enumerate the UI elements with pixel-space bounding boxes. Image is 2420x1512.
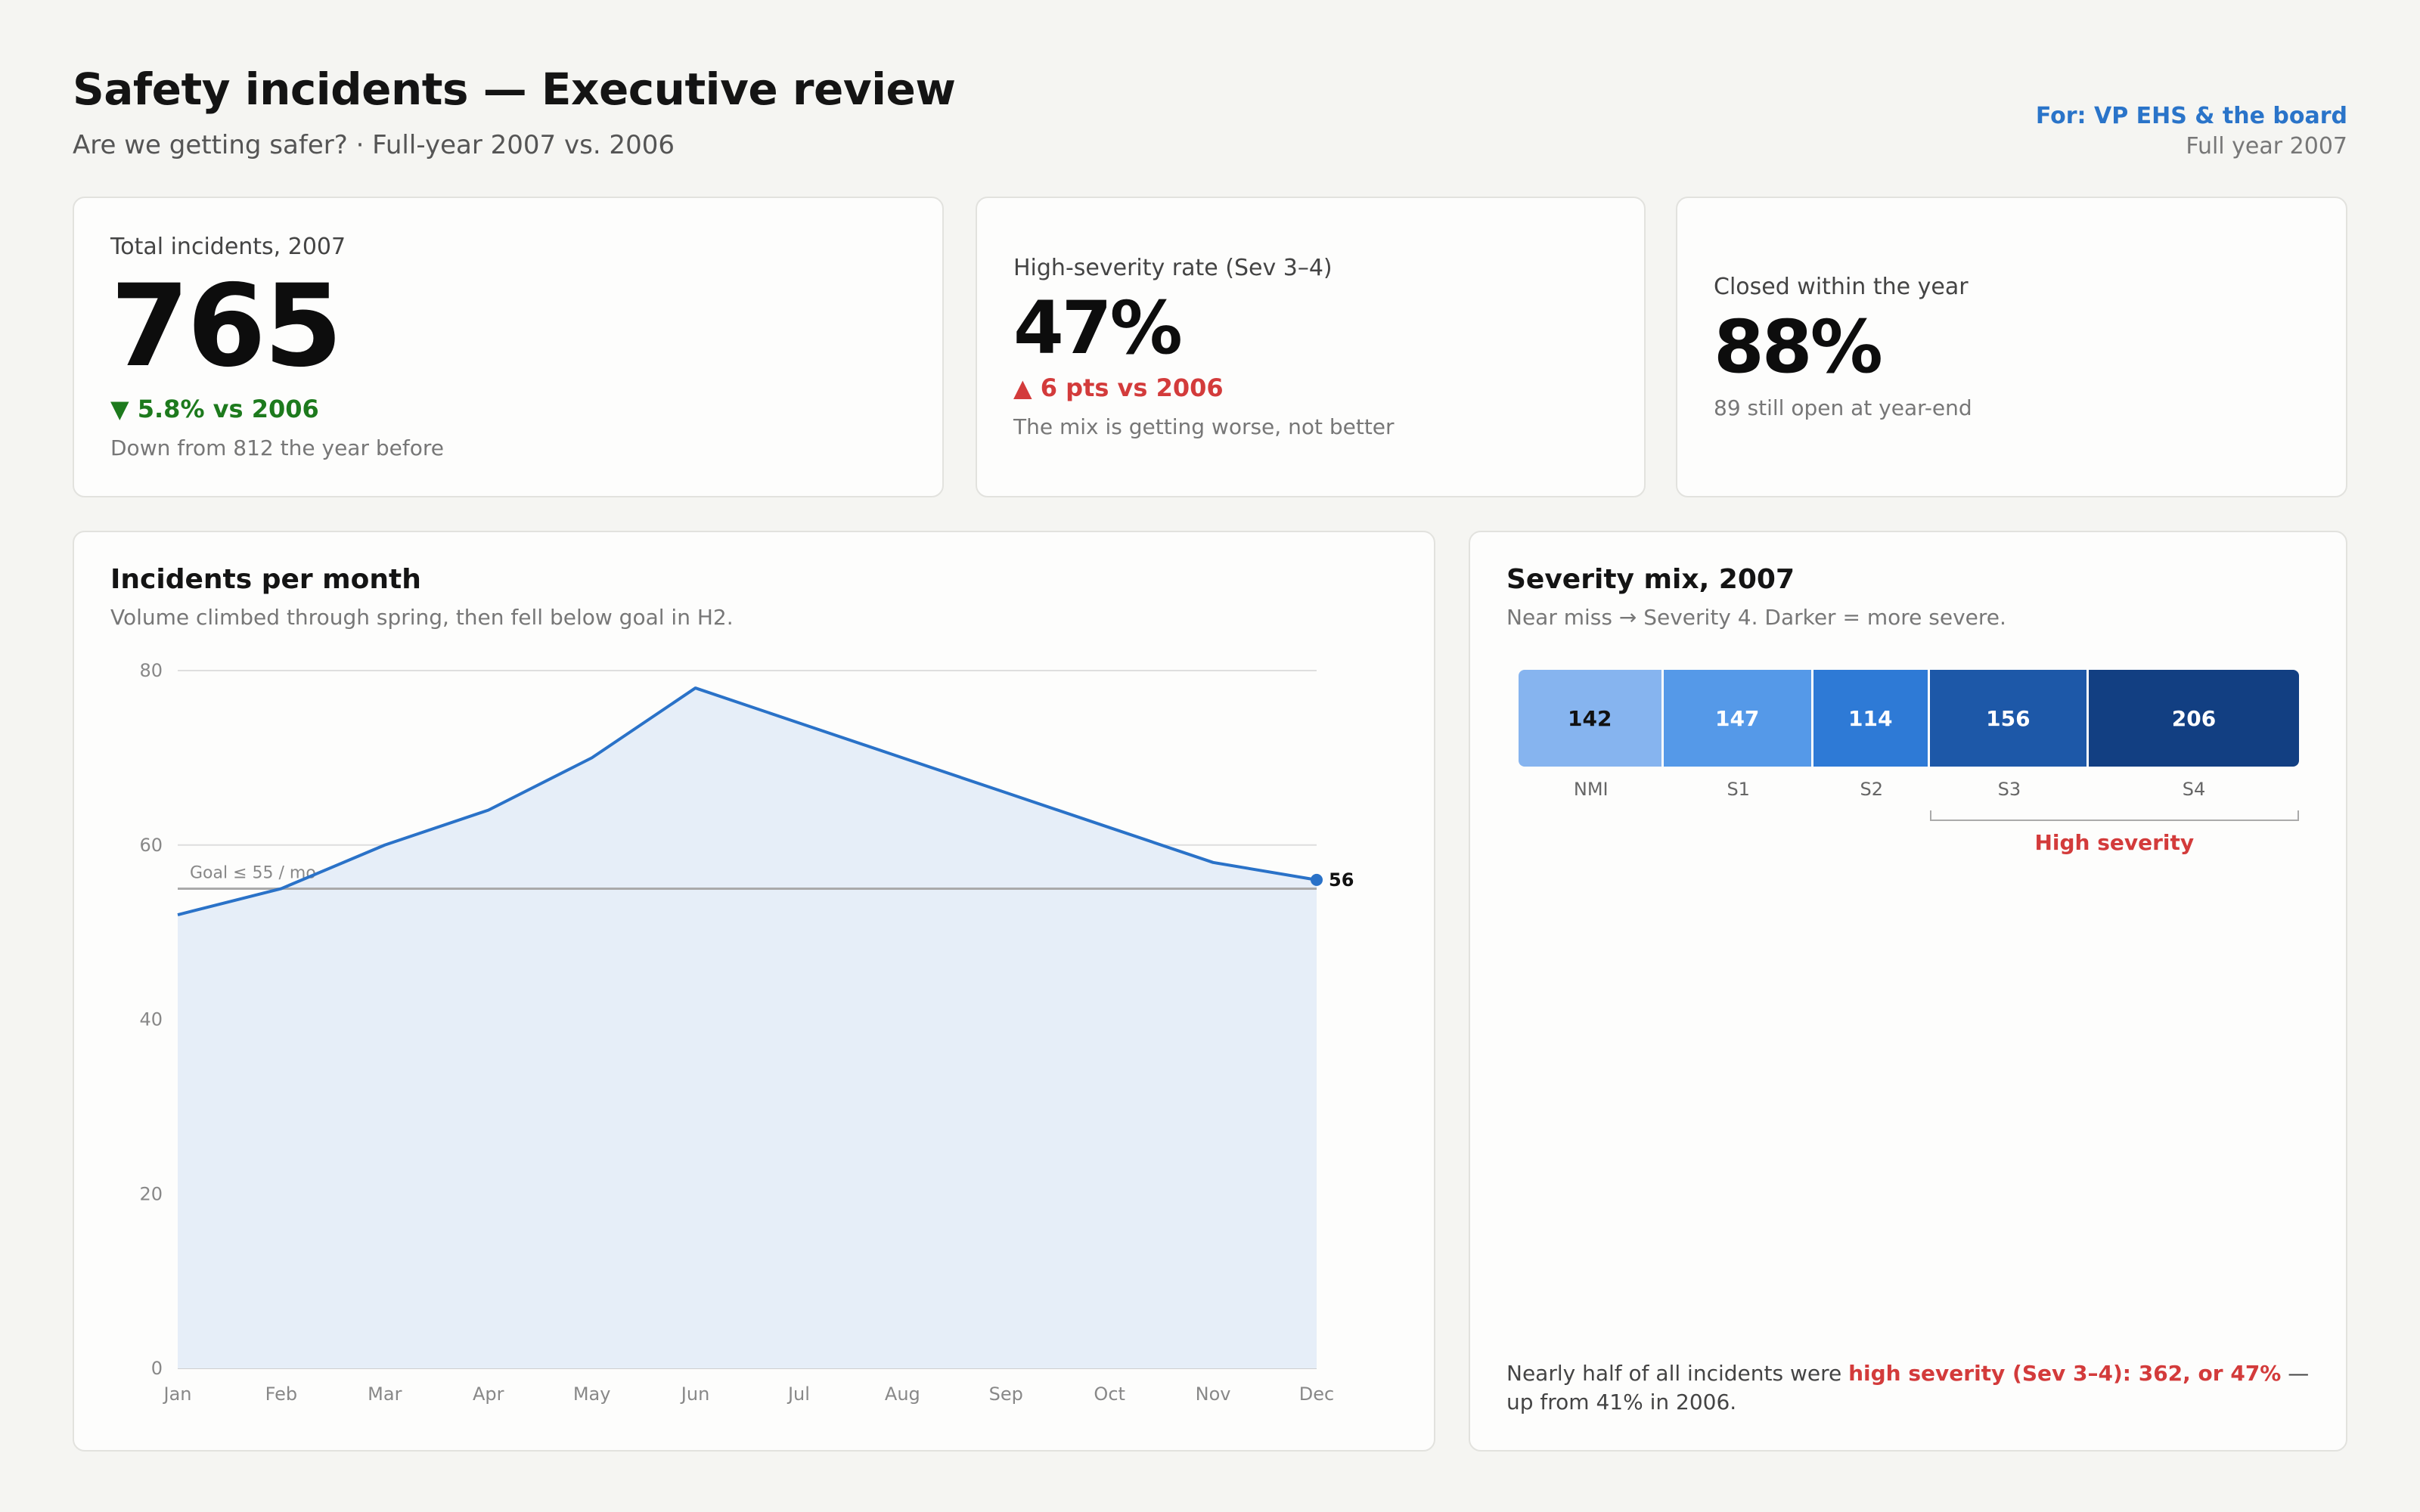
severity-segment: 142 [1519,670,1664,767]
y-tick-label: 0 [151,1358,163,1379]
kpi-value: 765 [110,261,343,393]
audience-label: For: VP EHS & the board [2035,103,2347,129]
x-tick-label: Apr [473,1383,504,1405]
severity-segment-label: S3 [1997,779,2021,800]
kpi-delta: ▼ 5.8% vs 2006 [110,394,319,423]
incidents-area-chart: 0 20 40 60 80 Goal ≤ 55 / mo 56 Jan Feb Mar Apr May… [139,660,1354,1405]
x-tick-label: May [573,1383,611,1405]
footnote-text: Nearly half of all incidents were [1506,1361,1849,1386]
mix-title: Severity mix, 2007 [1506,564,1795,595]
y-tick-label: 60 [139,835,163,856]
kpi-delta: ▲ 6 pts vs 2006 [1013,373,1224,403]
y-tick-label: 20 [139,1183,163,1204]
severity-segment-label: S1 [1727,779,1750,800]
kpi-card-total: Total incidents, 2007 765 ▼ 5.8% vs 2006… [73,197,944,497]
chart-subtitle: Volume climbed through spring, then fell… [110,605,734,630]
series-line [177,686,1317,916]
end-point [1311,873,1323,886]
end-value-label: 56 [1329,869,1354,891]
severity-segment: 147 [1663,670,1813,767]
severity-segment-label: NMI [1573,779,1609,800]
kpi-note: 89 still open at year-end [1714,395,1972,421]
high-severity-bracket [1929,810,2299,821]
kpi-value: 88% [1714,304,1883,389]
mix-subtitle: Near miss → Severity 4. Darker = more se… [1506,605,2006,630]
kpi-value: 47% [1013,285,1183,370]
severity-segment-label: S2 [1860,779,1883,800]
period-label: Full year 2007 [2186,133,2347,160]
x-tick-label: Jan [163,1383,192,1405]
x-tick-label: Dec [1299,1383,1334,1405]
severity-segment: 156 [1929,670,2090,767]
kpi-card-closed: Closed within the year 88% 89 still open… [1676,197,2347,497]
severity-segment-label: S4 [2182,779,2206,800]
page-subtitle: Are we getting safer? · Full-year 2007 v… [73,130,675,160]
x-tick-label: Mar [368,1383,402,1405]
goal-label: Goal ≤ 55 / mo [190,863,316,882]
footnote-text-end: — up from 41% in 2006. [1506,1361,2310,1414]
monthly-chart-card: Incidents per month Volume climbed throu… [73,531,1435,1452]
x-tick-label: Nov [1196,1383,1231,1405]
footnote-highlight: high severity (Sev 3–4): 362, or 47% [1848,1361,2282,1386]
x-tick-label: Feb [265,1383,298,1405]
y-tick-label: 80 [139,660,163,681]
severity-segment: 114 [1813,670,1930,767]
severity-stacked-bar: 142 147 114 156 206 [1519,670,2299,767]
severity-segment: 206 [2089,670,2299,767]
x-tick-label: Jul [786,1383,810,1405]
severity-mix-card: Severity mix, 2007 Near miss → Severity … [1469,531,2347,1452]
y-tick-label: 40 [139,1009,163,1030]
kpi-label: Total incidents, 2007 [110,234,346,261]
kpi-note: Down from 812 the year before [110,435,444,460]
severity-labels: NMI S1 S2 S3 S4 [1519,779,2299,809]
area-fill [178,688,1317,1368]
kpi-note: The mix is getting worse, not better [1013,414,1395,440]
x-tick-label: Jun [680,1383,710,1405]
mix-footnote: Nearly half of all incidents were high s… [1506,1359,2310,1417]
x-tick-label: Oct [1094,1383,1125,1405]
kpi-label: Closed within the year [1714,273,1969,300]
page-title: Safety incidents — Executive review [73,64,956,115]
x-tick-label: Aug [885,1383,920,1405]
chart-title: Incidents per month [110,564,421,595]
kpi-card-high-severity: High-severity rate (Sev 3–4) 47% ▲ 6 pts… [976,197,1646,497]
high-severity-label: High severity [2034,830,2195,855]
x-tick-label: Sep [989,1383,1023,1405]
kpi-label: High-severity rate (Sev 3–4) [1013,254,1333,281]
